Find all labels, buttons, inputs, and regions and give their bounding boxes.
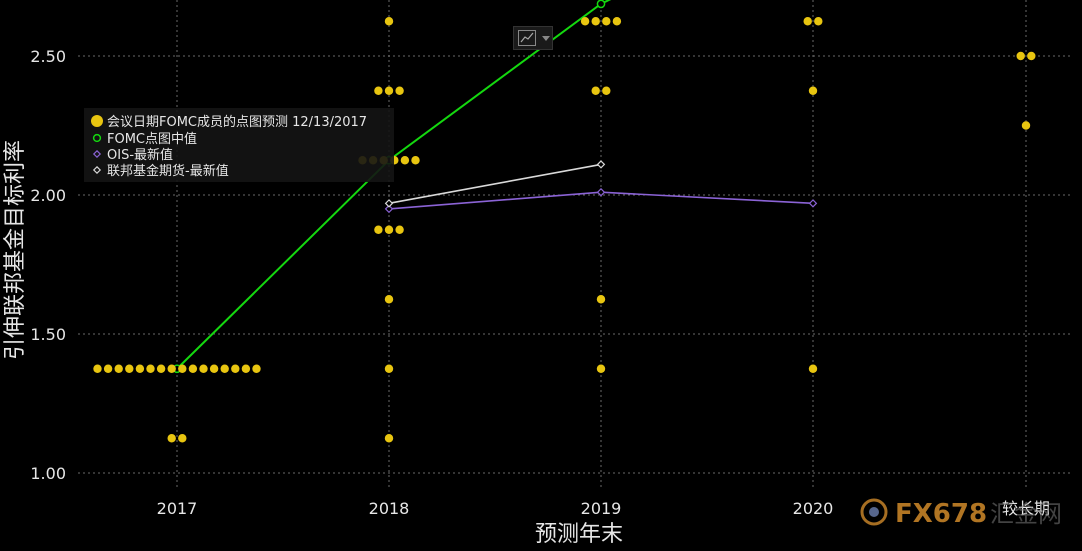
y-tick-label: 1.00 [30,464,66,483]
x-tick-label: 2020 [793,499,834,518]
legend-diamond-marker [92,149,102,159]
projection-dot [602,17,611,26]
y-tick-label: 2.50 [30,47,66,66]
line-chart-icon [518,30,536,46]
projection-dot [135,364,145,373]
series-marker [596,160,606,169]
grid-layer [78,0,1070,490]
projection-dot [612,17,622,26]
projection-dot [252,364,261,373]
x-tick-label: 2017 [157,499,198,518]
projection-dot [374,86,383,95]
legend-label: 会议日期FOMC成员的点图预测 12/13/2017 [107,114,367,130]
projection-dot [803,17,812,26]
legend: 会议日期FOMC成员的点图预测 12/13/2017FOMC点图中值OIS-最新… [84,108,394,182]
projection-dot [814,17,823,26]
projection-dot [93,364,102,373]
projection-dot [580,17,590,26]
y-tick-label: 1.50 [30,325,66,344]
chart-type-dropdown[interactable] [513,26,553,50]
legend-dot-marker [91,115,103,127]
projection-dot [1027,51,1036,61]
median-marker [596,0,606,9]
projection-dot [1016,51,1025,61]
projection-dot [395,86,404,95]
watermark-text-cn: 汇金网 [990,500,1062,528]
projection-dot [411,156,420,165]
projection-dot [400,156,410,165]
projection-dot [103,364,113,373]
series-marker [384,204,394,214]
y-tick-label: 2.00 [30,186,66,205]
projection-dot [241,364,251,373]
projection-dot [199,364,208,373]
watermark-logo-icon [860,498,888,526]
x-tick-label: 较长期 [1002,499,1050,518]
watermark: FX678 汇金网 [860,498,1062,529]
dots-layer [93,17,1036,443]
watermark-text: FX678 [895,499,987,529]
projection-dot [808,86,818,95]
projection-dot [384,17,394,26]
series-line [388,163,602,205]
series-marker [596,187,606,197]
legend-diamond-marker [92,165,102,175]
projection-dot [114,364,123,373]
legend-ring-marker [92,133,102,143]
projection-dot [167,434,176,443]
projection-dot [591,86,600,95]
projection-dot [596,364,606,373]
series-marker [808,199,818,208]
projection-dot [209,364,219,373]
x-tick-label: 2018 [369,499,410,518]
projection-dot [231,364,240,373]
projection-dot [591,17,600,26]
projection-dot [384,295,394,304]
chevron-down-icon [542,36,550,41]
legend-box [84,108,394,182]
projection-dot [384,364,394,373]
x-tick-label: 2019 [581,499,622,518]
projection-dot [384,225,394,234]
y-axis-title: 引伸联邦基金目标利率 [3,140,28,360]
legend-label: FOMC点图中值 [107,131,197,147]
projection-dot [220,364,229,373]
projection-dot [167,364,176,373]
watermark-logo-core [869,507,879,517]
projection-dot [156,364,166,373]
projection-dot [374,225,383,234]
legend-label: 联邦基金期货-最新值 [107,163,229,179]
projection-dot [384,86,394,95]
legend-label: OIS-最新值 [107,147,173,163]
projection-dot [188,364,198,373]
projection-dot [1021,121,1031,130]
projection-dot [384,434,394,443]
projection-dot [178,434,187,443]
projection-dot [178,364,187,373]
series-marker [384,199,394,208]
projection-dot [808,364,818,373]
projection-dot [602,86,611,95]
projection-dot [395,225,404,234]
x-axis-title: 预测年末 [535,522,623,547]
projection-dot [596,295,606,304]
projection-dot [146,364,155,373]
projection-dot [125,364,134,373]
axes-layer: 1.001.502.002.503.003.504.00201720182019… [3,47,1050,547]
